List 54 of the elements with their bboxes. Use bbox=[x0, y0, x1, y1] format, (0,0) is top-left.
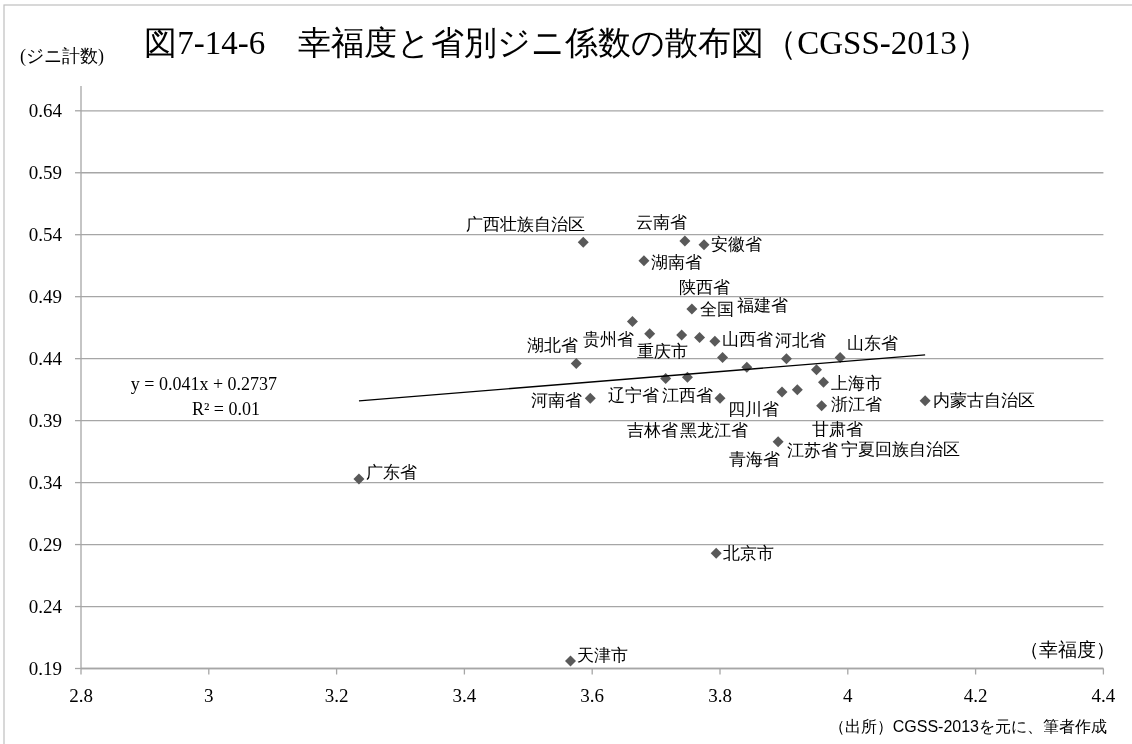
y-tick-label: 0.54 bbox=[28, 224, 63, 246]
annotation: 吉林省 bbox=[626, 420, 678, 440]
annotation: 宁夏回族自治区 bbox=[840, 440, 960, 460]
x-tick-label: 4.4 bbox=[1091, 685, 1116, 706]
annotation: 广东省 bbox=[365, 463, 417, 483]
annotation: 青海省 bbox=[729, 450, 781, 470]
annotation: 黑龙江省 bbox=[680, 420, 748, 440]
annotation: 广西壮族自治区 bbox=[466, 214, 586, 234]
y-tick-label: 0.64 bbox=[28, 100, 63, 122]
annotation: 湖北省 bbox=[527, 336, 579, 356]
annotation: 上海市 bbox=[831, 374, 883, 394]
annotation: 辽宁省 bbox=[608, 385, 660, 405]
annotation: y = 0.041x + 0.2737 bbox=[130, 373, 278, 394]
annotation: 云南省 bbox=[635, 213, 687, 233]
annotation: 四川省 bbox=[727, 399, 779, 419]
annotation: 安徽省 bbox=[711, 235, 763, 255]
annotation: 山东省 bbox=[847, 333, 899, 353]
annotation: 贵州省 bbox=[583, 329, 635, 349]
annotation: 河南省 bbox=[531, 390, 583, 410]
x-tick-label: 4.2 bbox=[963, 685, 988, 706]
y-axis-title: (ジニ計数) bbox=[20, 46, 104, 67]
y-tick-label: 0.49 bbox=[28, 286, 62, 308]
x-tick-label: 3.8 bbox=[708, 685, 732, 706]
annotation: 河北省 bbox=[775, 331, 827, 351]
annotation: 浙江省 bbox=[830, 394, 882, 414]
chart-title: 図7-14-6 幸福度と省別ジニ係数の散布図（CGSS-2013） bbox=[144, 25, 990, 61]
annotation: 湖南省 bbox=[650, 253, 702, 273]
annotation: R² = 0.01 bbox=[191, 398, 260, 419]
annotation: 福建省 bbox=[736, 296, 788, 316]
annotation: 全国 bbox=[699, 299, 734, 319]
y-tick-label: 0.19 bbox=[28, 658, 62, 679]
annotation: 江苏省 bbox=[786, 440, 838, 460]
x-axis-title: （幸福度） bbox=[1020, 639, 1116, 660]
x-tick-label: 3.4 bbox=[452, 685, 477, 706]
text: （出所）CGSS-2013を元に、筆者作成 bbox=[828, 717, 1107, 735]
x-tick-label: 2.8 bbox=[69, 685, 93, 706]
x-tick-label: 4 bbox=[843, 685, 854, 706]
y-tick-label: 0.39 bbox=[28, 410, 62, 432]
annotation: 重庆市 bbox=[636, 342, 688, 362]
x-tick-label: 3 bbox=[204, 685, 214, 706]
x-tick-label: 3.2 bbox=[324, 685, 349, 706]
annotation: 山西省 bbox=[721, 329, 773, 349]
y-tick-label: 0.29 bbox=[28, 534, 62, 556]
y-tick-label: 0.24 bbox=[28, 596, 63, 618]
annotation: 内蒙古自治区 bbox=[933, 391, 1036, 411]
y-tick-label: 0.34 bbox=[28, 472, 63, 494]
annotation: 甘肃省 bbox=[812, 420, 864, 440]
annotation: 江西省 bbox=[661, 385, 713, 405]
annotation: 陕西省 bbox=[678, 277, 730, 297]
y-tick-label: 0.44 bbox=[28, 348, 63, 370]
y-tick-label: 0.59 bbox=[28, 162, 62, 184]
annotation: 北京市 bbox=[723, 543, 775, 563]
x-tick-label: 3.6 bbox=[580, 685, 605, 706]
annotation: 天津市 bbox=[577, 645, 629, 665]
